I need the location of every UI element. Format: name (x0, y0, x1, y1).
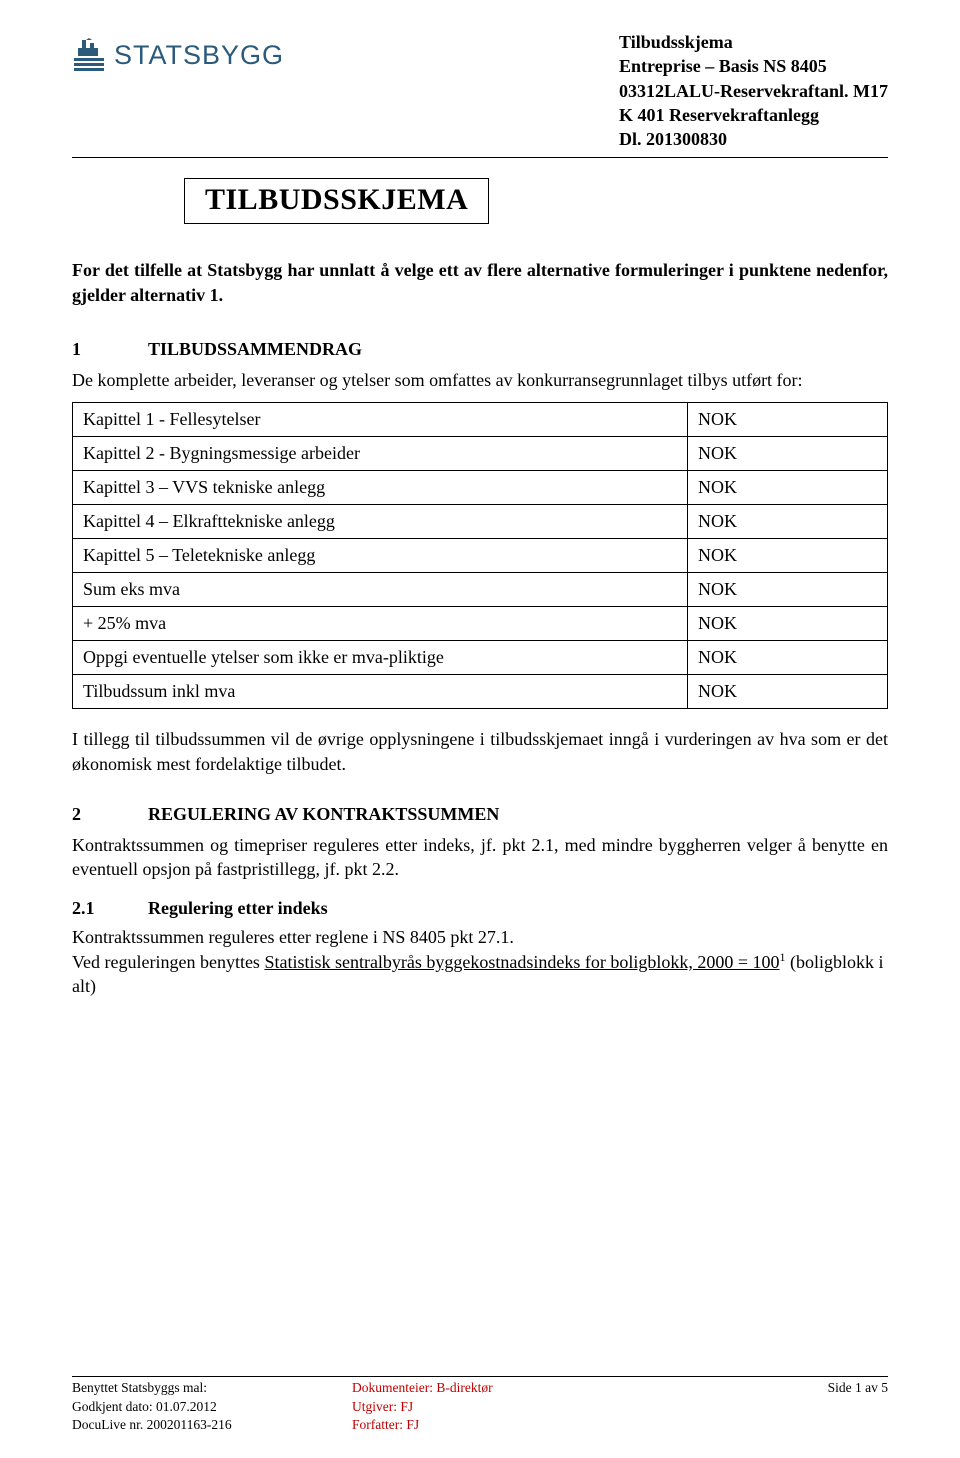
footer-mid-line: Dokumenteier: B-direktør (352, 1379, 612, 1397)
section-1-title: TILBUDSSAMMENDRAG (148, 339, 362, 359)
header-meta-line: Entreprise – Basis NS 8405 (619, 54, 888, 78)
table-row: Kapittel 4 – Elkrafttekniske anleggNOK (73, 505, 888, 539)
table-row: Oppgi eventuelle ytelser som ikke er mva… (73, 641, 888, 675)
header-meta: Tilbudsskjema Entreprise – Basis NS 8405… (619, 30, 888, 151)
logo: STATSBYGG (72, 36, 284, 74)
section-2-number: 2 (72, 804, 148, 825)
row-label: Kapittel 2 - Bygningsmessige arbeider (73, 437, 688, 471)
row-value: NOK (688, 471, 888, 505)
footer-page-number: Side 1 av 5 (828, 1379, 888, 1434)
footer-mid-line: Utgiver: FJ (352, 1398, 612, 1416)
footer-left-line: Benyttet Statsbyggs mal: (72, 1379, 352, 1397)
row-label: Tilbudssum inkl mva (73, 675, 688, 709)
row-label: Kapittel 4 – Elkrafttekniske anlegg (73, 505, 688, 539)
row-label: Kapittel 1 - Fellesytelser (73, 403, 688, 437)
row-value: NOK (688, 607, 888, 641)
table-row: Kapittel 5 – Teletekniske anleggNOK (73, 539, 888, 573)
sub-line-2-underline: Statistisk sentralbyrås byggekostnadsind… (264, 952, 779, 972)
table-row: Kapittel 1 - FellesytelserNOK (73, 403, 888, 437)
footer-mid-line: Forfatter: FJ (352, 1416, 612, 1434)
footer-divider (72, 1376, 888, 1377)
sub-line-2-pre: Ved reguleringen benyttes (72, 952, 264, 972)
row-label: Sum eks mva (73, 573, 688, 607)
intro-paragraph: For det tilfelle at Statsbygg har unnlat… (72, 258, 888, 307)
summary-table: Kapittel 1 - FellesytelserNOK Kapittel 2… (72, 402, 888, 709)
page-title: TILBUDSSKJEMA (205, 183, 468, 216)
section-1-number: 1 (72, 339, 148, 360)
footer-left-line: DocuLive nr. 200201163-216 (72, 1416, 352, 1434)
row-label: Kapittel 5 – Teletekniske anlegg (73, 539, 688, 573)
row-value: NOK (688, 641, 888, 675)
row-value: NOK (688, 675, 888, 709)
section-1-after: I tillegg til tilbudssummen vil de øvrig… (72, 727, 888, 776)
table-row: + 25% mvaNOK (73, 607, 888, 641)
footer-left: Benyttet Statsbyggs mal: Godkjent dato: … (72, 1379, 352, 1434)
page-footer: Benyttet Statsbyggs mal: Godkjent dato: … (72, 1376, 888, 1434)
table-row: Tilbudssum inkl mvaNOK (73, 675, 888, 709)
subsection-title: Regulering etter indeks (148, 898, 328, 918)
section-1-lead: De komplette arbeider, leveranser og yte… (72, 368, 888, 392)
title-box: TILBUDSSKJEMA (184, 178, 489, 224)
table-row: Kapittel 2 - Bygningsmessige arbeiderNOK (73, 437, 888, 471)
header-meta-line: Tilbudsskjema (619, 30, 888, 54)
section-2-heading: 2REGULERING AV KONTRAKTSSUMMEN (72, 804, 888, 825)
section-2-title: REGULERING AV KONTRAKTSSUMMEN (148, 804, 499, 824)
row-label: Oppgi eventuelle ytelser som ikke er mva… (73, 641, 688, 675)
section-1-heading: 1TILBUDSSAMMENDRAG (72, 339, 888, 360)
row-label: + 25% mva (73, 607, 688, 641)
footer-mid: Dokumenteier: B-direktør Utgiver: FJ For… (352, 1379, 612, 1434)
subsection-2-1-body: Kontraktssummen reguleres etter reglene … (72, 925, 888, 999)
row-label: Kapittel 3 – VVS tekniske anlegg (73, 471, 688, 505)
row-value: NOK (688, 505, 888, 539)
header-meta-line: Dl. 201300830 (619, 127, 888, 151)
subsection-number: 2.1 (72, 898, 148, 919)
row-value: NOK (688, 403, 888, 437)
row-value: NOK (688, 539, 888, 573)
logo-text: STATSBYGG (114, 40, 284, 71)
statsbygg-logo-icon (72, 36, 106, 74)
footer-left-line: Godkjent dato: 01.07.2012 (72, 1398, 352, 1416)
subsection-2-1-heading: 2.1Regulering etter indeks (72, 898, 888, 919)
table-row: Kapittel 3 – VVS tekniske anleggNOK (73, 471, 888, 505)
page-header: STATSBYGG Tilbudsskjema Entreprise – Bas… (72, 30, 888, 158)
header-meta-line: 03312LALU-Reservekraftanl. M17 (619, 79, 888, 103)
header-meta-line: K 401 Reservekraftanlegg (619, 103, 888, 127)
table-row: Sum eks mvaNOK (73, 573, 888, 607)
row-value: NOK (688, 573, 888, 607)
row-value: NOK (688, 437, 888, 471)
footer-row: Benyttet Statsbyggs mal: Godkjent dato: … (72, 1379, 888, 1434)
section-2-body: Kontraktssummen og timepriser reguleres … (72, 833, 888, 882)
sub-line-1: Kontraktssummen reguleres etter reglene … (72, 927, 514, 947)
